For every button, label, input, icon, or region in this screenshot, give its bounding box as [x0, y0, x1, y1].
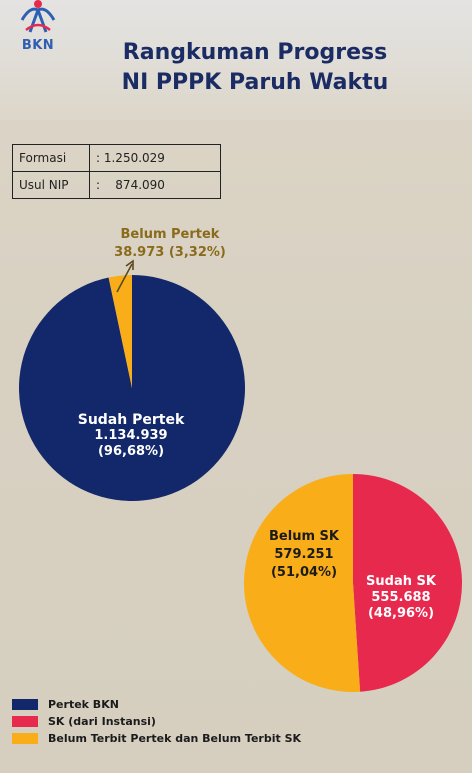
belum-pertek-value: 38.973 (3,32%) — [114, 245, 226, 260]
legend-swatch-sk — [12, 716, 38, 727]
sudah-pertek-name: Sudah Pertek — [77, 412, 185, 428]
sudah-pertek-value: 1.134.939 — [94, 428, 168, 443]
legend-swatch-belum — [12, 733, 38, 744]
belum-pertek-name: Belum Pertek — [120, 227, 220, 242]
page-title-line2: NI PPPK Paruh Waktu — [121, 70, 389, 95]
legend-label-pertek: Pertek BKN — [48, 698, 119, 711]
pie-slice-belum-sk — [244, 474, 361, 692]
header-band — [0, 0, 472, 120]
table-row: Formasi : 1.250.029 — [12, 144, 221, 172]
legend-item: SK (dari Instansi) — [12, 713, 301, 730]
legend: Pertek BKN SK (dari Instansi) Belum Terb… — [12, 696, 301, 747]
sudah-sk-label: Sudah SK 555.688 (48,96%) — [356, 574, 446, 622]
sudah-pertek-percent: (96,68%) — [97, 444, 165, 459]
bkn-logo-icon — [20, 0, 56, 33]
table-row: Usul NIP : 874.090 — [12, 171, 221, 199]
pertek-pie-chart — [19, 275, 245, 501]
legend-label-sk: SK (dari Instansi) — [48, 715, 156, 728]
sudah-sk-percent: (48,96%) — [367, 606, 435, 621]
logo-text: BKN — [21, 38, 55, 53]
legend-item: Pertek BKN — [12, 696, 301, 713]
belum-sk-percent: (51,04%) — [270, 565, 338, 580]
sudah-sk-name: Sudah SK — [366, 574, 436, 589]
sudah-pertek-label: Sudah Pertek 1.134.939 (96,68%) — [56, 412, 206, 460]
formasi-label: Formasi — [12, 144, 90, 172]
belum-sk-value: 579.251 — [274, 547, 334, 562]
legend-item: Belum Terbit Pertek dan Belum Terbit SK — [12, 730, 301, 747]
sudah-sk-value: 555.688 — [371, 590, 431, 605]
pie-slice-belum-pertek — [108, 275, 132, 388]
sk-pie-chart — [244, 474, 462, 692]
belum-sk-label: Belum SK 579.251 (51,04%) — [254, 528, 354, 582]
bkn-logo: BKN — [10, 0, 66, 56]
pie-slice-sudah-sk — [353, 474, 462, 692]
page-title-line1: Rangkuman Progress — [122, 40, 388, 65]
usul-nip-label: Usul NIP — [12, 171, 90, 199]
usul-nip-value: : 874.090 — [89, 171, 221, 199]
pie-slice-sudah-pertek — [19, 275, 245, 501]
legend-label-belum: Belum Terbit Pertek dan Belum Terbit SK — [48, 732, 302, 745]
belum-pertek-pointer — [116, 259, 134, 293]
legend-swatch-pertek — [12, 699, 38, 710]
summary-table: Formasi : 1.250.029 Usul NIP : 874.090 — [12, 144, 221, 199]
belum-sk-name: Belum SK — [269, 529, 339, 544]
belum-pertek-label: Belum Pertek 38.973 (3,32%) — [102, 226, 238, 262]
formasi-value: : 1.250.029 — [89, 144, 221, 172]
